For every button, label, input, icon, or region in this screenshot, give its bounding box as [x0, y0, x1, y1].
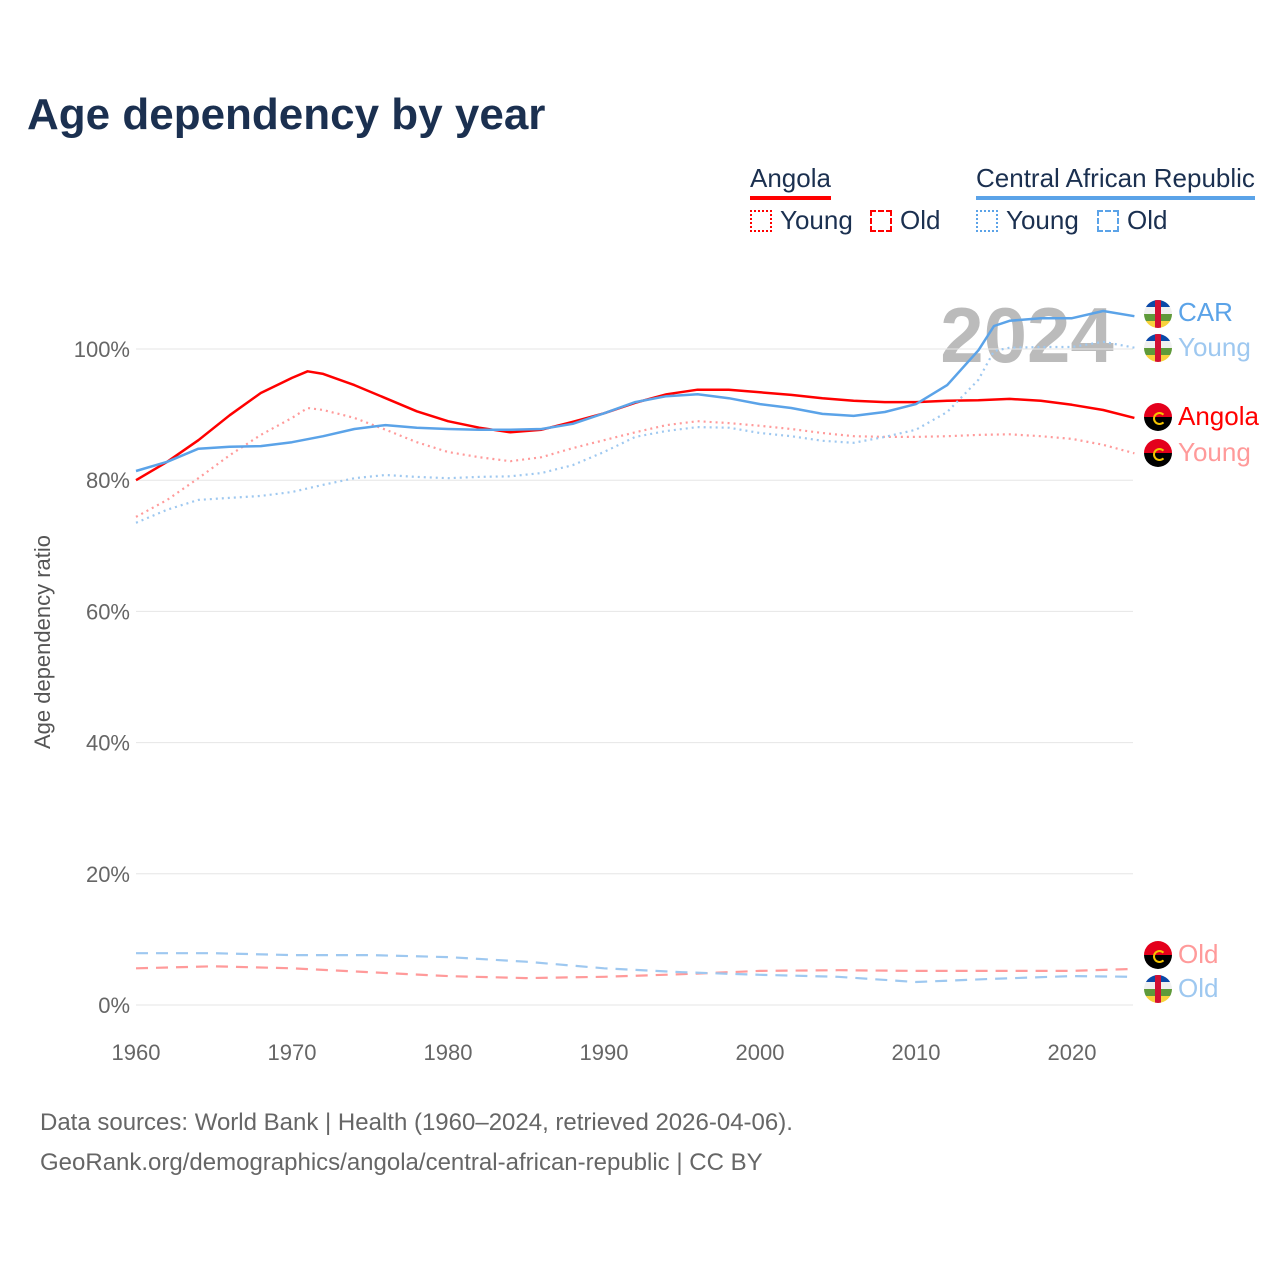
y-tick-label: 0%	[98, 993, 130, 1018]
end-label-car: CAR	[1178, 297, 1233, 327]
dashed-swatch-icon	[870, 209, 892, 232]
angola-flag-icon	[1144, 439, 1172, 467]
legend-angola[interactable]: Angola	[750, 163, 831, 200]
x-tick-label: 2010	[892, 1040, 941, 1065]
dotted-swatch-icon	[750, 209, 772, 232]
end-label-car-young: Young	[1178, 332, 1251, 362]
legend-angola-young[interactable]: Young	[750, 205, 853, 236]
legend-car-old[interactable]: Old	[1097, 205, 1167, 236]
y-tick-label: 80%	[86, 468, 130, 493]
end-label-angola-young: Young	[1178, 437, 1251, 467]
legend-label: Young	[1006, 205, 1079, 235]
y-tick-label: 60%	[86, 599, 130, 624]
end-label-angola-old: Old	[1178, 939, 1219, 969]
x-tick-label: 2000	[736, 1040, 785, 1065]
y-tick-label: 100%	[74, 337, 130, 362]
x-tick-label: 2020	[1048, 1040, 1097, 1065]
series-line-car[interactable]	[135, 309, 1135, 473]
car-flag-icon	[1144, 975, 1172, 1003]
y-tick-label: 20%	[86, 862, 130, 887]
source-line-1: Data sources: World Bank | Health (1960–…	[40, 1109, 793, 1136]
legend-car-young[interactable]: Young	[976, 205, 1079, 236]
car-flag-icon	[1144, 334, 1172, 362]
chart-title: Age dependency by year	[27, 90, 546, 139]
year-watermark: 2024	[940, 291, 1114, 379]
x-tick-label: 1970	[268, 1040, 317, 1065]
x-tick-label: 1980	[424, 1040, 473, 1065]
legend-label: Old	[900, 205, 941, 235]
legend-label: Young	[780, 205, 853, 235]
angola-flag-icon	[1144, 941, 1172, 969]
legend-label: Old	[1127, 205, 1168, 235]
end-label-car-old: Old	[1178, 973, 1219, 1003]
end-label-angola: Angola	[1178, 401, 1259, 431]
series-line-angola[interactable]	[135, 370, 1135, 482]
legend-angola-old[interactable]: Old	[870, 205, 940, 236]
source-line-2[interactable]: GeoRank.org/demographics/angola/central-…	[40, 1149, 763, 1176]
legend-car[interactable]: Central African Republic	[976, 163, 1255, 200]
series-line-angola-old[interactable]	[135, 965, 1135, 980]
y-axis-label: Age dependency ratio	[30, 535, 55, 749]
y-tick-label: 40%	[86, 731, 130, 756]
series-line-car-old[interactable]	[136, 952, 1135, 984]
x-tick-label: 1960	[112, 1040, 161, 1065]
x-tick-label: 1990	[580, 1040, 629, 1065]
series-line-angola-young[interactable]	[135, 406, 1135, 518]
angola-flag-icon	[1144, 403, 1172, 431]
dotted-swatch-icon	[976, 209, 998, 232]
car-flag-icon	[1144, 300, 1172, 328]
dashed-swatch-icon	[1097, 209, 1119, 232]
series-line-car-young[interactable]	[135, 340, 1135, 524]
